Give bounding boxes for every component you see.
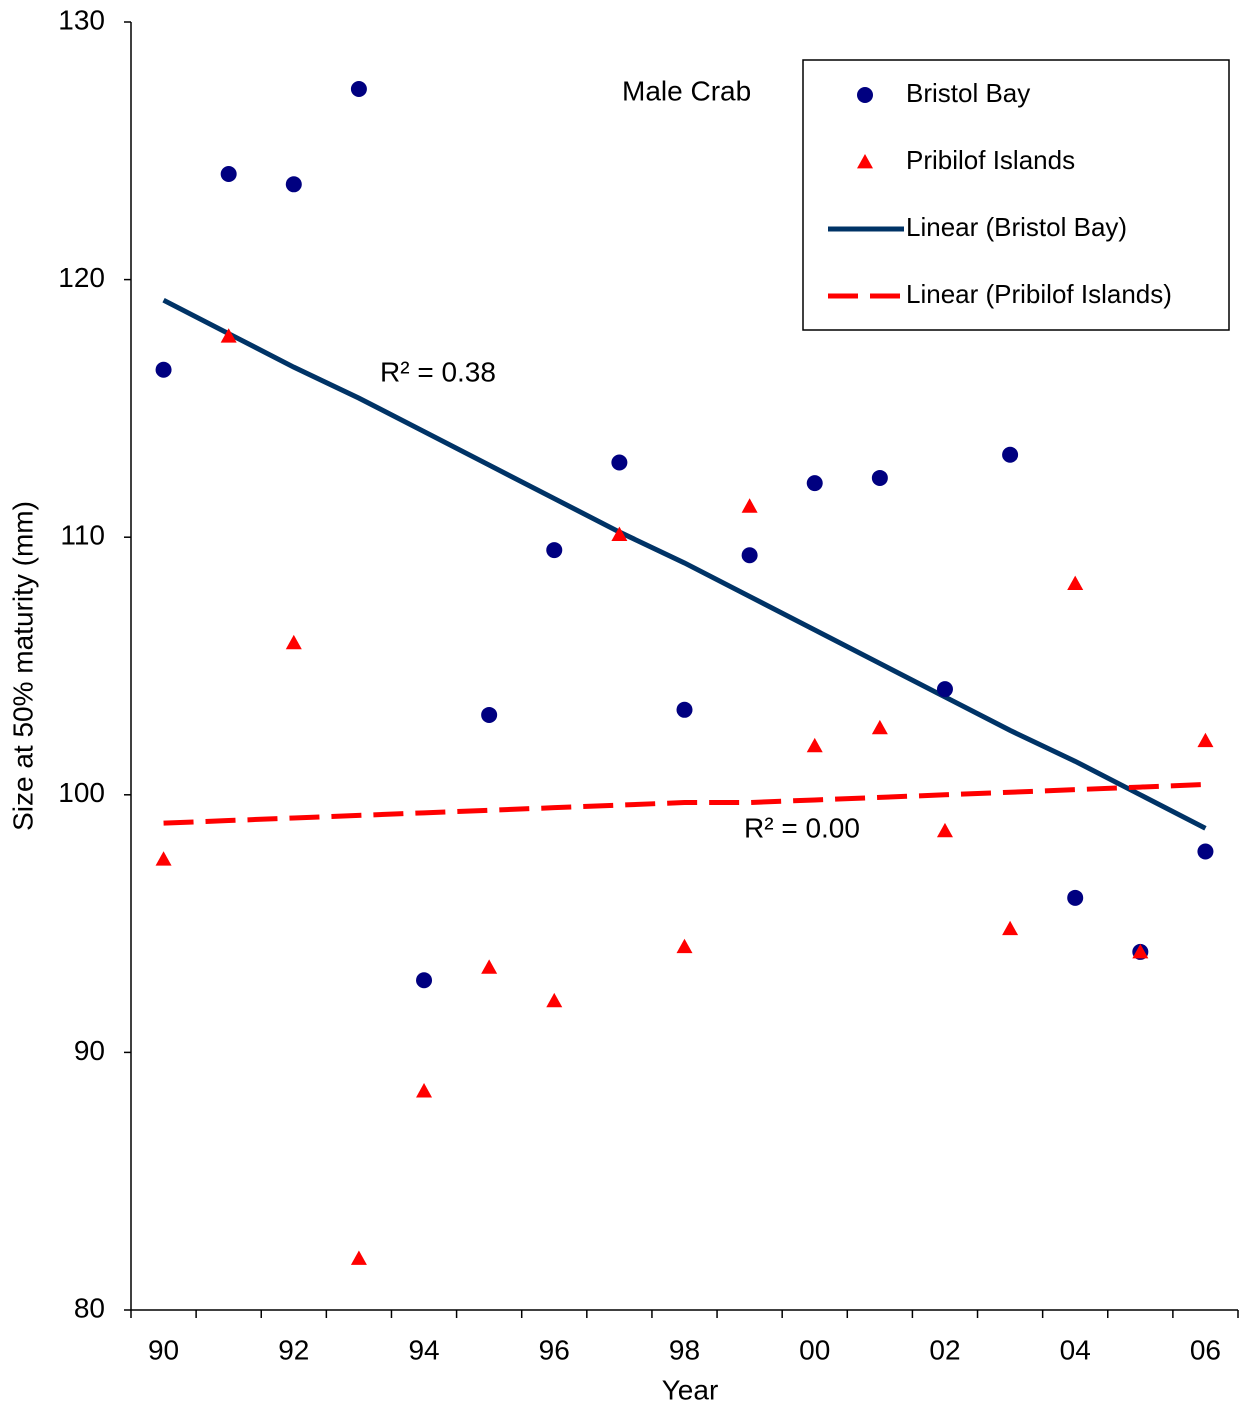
point — [1067, 889, 1084, 906]
point — [936, 681, 953, 698]
y-tick-label: 130 — [58, 4, 105, 35]
point — [285, 176, 302, 193]
point — [611, 454, 628, 471]
x-tick-label: 92 — [278, 1334, 309, 1365]
trend-line — [162, 297, 1207, 831]
annotation: Male Crab — [622, 75, 751, 106]
annotation: R² = 0.00 — [744, 812, 860, 843]
y-tick-label: 120 — [58, 262, 105, 293]
x-tick-label: 96 — [539, 1334, 570, 1365]
x-tick-label: 02 — [929, 1334, 960, 1365]
y-tick-label: 100 — [58, 777, 105, 808]
point — [416, 1083, 433, 1098]
point — [611, 526, 628, 542]
legend-label: Bristol Bay — [906, 78, 1030, 108]
point — [416, 972, 433, 989]
x-tick-label: 90 — [148, 1334, 179, 1365]
point — [676, 938, 693, 954]
point — [741, 547, 758, 564]
point — [1132, 943, 1149, 959]
point — [1197, 843, 1214, 860]
point — [806, 475, 823, 492]
point — [1002, 446, 1019, 463]
point — [871, 469, 888, 486]
point — [871, 719, 888, 735]
y-axis-title: Size at 50% maturity (mm) — [7, 501, 38, 831]
point — [220, 165, 237, 182]
legend-box — [802, 59, 1230, 331]
point — [546, 542, 563, 559]
x-tick-label: 94 — [408, 1334, 439, 1365]
point — [1002, 920, 1019, 936]
legend-label: Linear (Bristol Bay) — [906, 212, 1127, 242]
point — [676, 701, 693, 718]
trend-line — [163, 781, 1206, 826]
point — [546, 992, 563, 1008]
point — [936, 822, 953, 838]
point — [1067, 575, 1084, 590]
x-tick-label: 04 — [1060, 1334, 1091, 1365]
point — [1197, 732, 1214, 748]
y-tick-label: 80 — [74, 1292, 105, 1323]
y-tick-label: 110 — [60, 520, 105, 551]
point — [220, 328, 237, 343]
x-tick-label: 98 — [669, 1334, 700, 1365]
point — [806, 737, 823, 753]
point — [155, 851, 172, 866]
legend-label: Linear (Pribilof Islands) — [906, 279, 1172, 309]
legend-symbol — [857, 87, 873, 103]
point — [155, 361, 172, 378]
point — [350, 80, 367, 97]
legend-symbol — [857, 154, 873, 169]
point — [481, 706, 498, 723]
point — [350, 1250, 367, 1265]
y-tick-label: 90 — [74, 1035, 105, 1066]
point — [481, 959, 498, 974]
point — [285, 634, 302, 650]
legend: Bristol Bay Pribilof Islands Linear (Brist… — [828, 78, 1172, 309]
legend-label: Pribilof Islands — [906, 145, 1075, 175]
x-tick-label: 06 — [1190, 1334, 1221, 1365]
point — [741, 498, 758, 513]
x-tick-label: 00 — [799, 1334, 830, 1365]
x-axis-title: Year — [662, 1374, 719, 1405]
annotation: R² = 0.38 — [380, 356, 496, 387]
